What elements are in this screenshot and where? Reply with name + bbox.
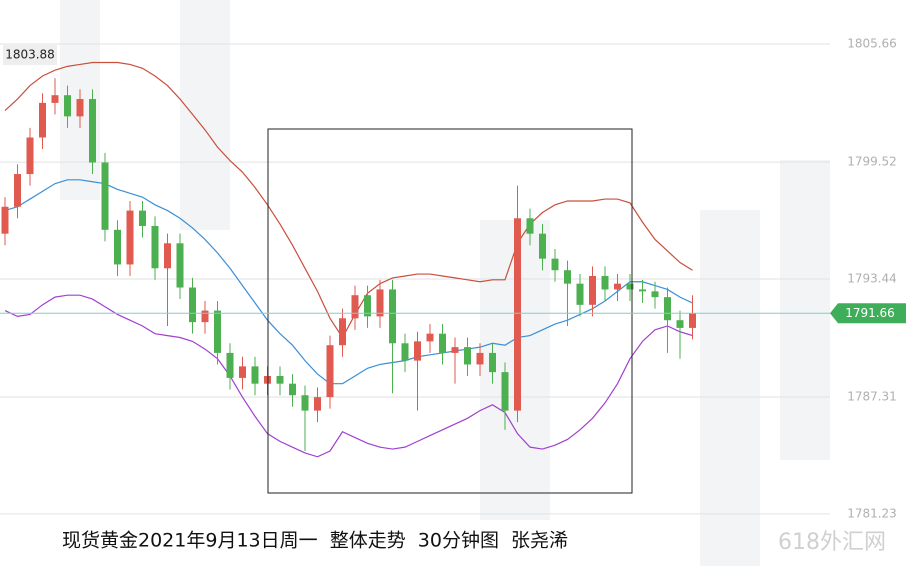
candle-body [201, 310, 209, 323]
y-tick-label: 1805.66 [847, 37, 897, 51]
last-price: 1791.66 [0, 303, 906, 324]
candle-body [489, 352, 496, 373]
candle-body [176, 243, 184, 288]
band-line [4, 294, 693, 458]
candle-body [551, 258, 559, 271]
grid: 1781.23 1787.31 1793.44 1799.52 1805.66 [0, 37, 897, 520]
y-tick-label: 1787.31 [847, 389, 897, 403]
candle-body [676, 320, 684, 328]
candle-body [126, 210, 134, 265]
candle-body [439, 333, 446, 353]
candle-body [476, 352, 484, 365]
candle-body [539, 233, 546, 259]
y-tick-label: 1781.23 [847, 506, 897, 520]
candle-body [151, 225, 159, 269]
candle-body [564, 270, 571, 284]
candle-body [39, 102, 46, 138]
candle-body [589, 275, 596, 305]
candle-body [601, 275, 609, 290]
high-label-text: 1803.88 [5, 48, 55, 62]
candle-body [651, 291, 659, 298]
candle-body [351, 295, 359, 319]
candle-body [376, 289, 384, 317]
candle-body [451, 347, 459, 353]
high-label: 1803.88 [3, 45, 57, 65]
candle-body [664, 297, 671, 321]
candle-body [576, 283, 584, 305]
candle-body [414, 341, 421, 361]
candle-body [239, 366, 246, 378]
candle-body [51, 95, 59, 103]
candle-body [364, 295, 371, 317]
candle-body [26, 137, 34, 175]
highlight-box [267, 128, 633, 494]
candle-body [639, 289, 646, 292]
caption: 现货黄金2021年9月13日周一 整体走势 30分钟图 张尧浠 [62, 530, 568, 552]
bands [4, 61, 693, 458]
candle-body [226, 352, 234, 378]
candle-body [189, 287, 196, 323]
candle-body [326, 345, 334, 398]
candle-body [464, 347, 471, 365]
candle-body [76, 99, 84, 117]
candle-body [514, 218, 521, 411]
candle-body [389, 289, 396, 344]
candle-body [339, 318, 346, 346]
candle-body [14, 174, 21, 207]
candle-body [89, 99, 96, 163]
last-price-tag [830, 303, 906, 324]
band-line [4, 179, 693, 385]
candle-body [401, 343, 409, 361]
candle-body [426, 333, 434, 342]
y-tick-label: 1793.44 [847, 272, 897, 286]
candle-body [101, 162, 109, 230]
last-price-text: 1791.66 [845, 306, 895, 320]
candle-body [526, 218, 534, 234]
candles [1, 78, 696, 451]
candle-body [1, 206, 9, 234]
candle-body [301, 395, 309, 411]
candle-body [276, 375, 284, 384]
candle-body [289, 383, 296, 396]
candle-body [614, 283, 621, 290]
candle-body [214, 310, 221, 353]
candle-body [689, 313, 696, 328]
candle-body [64, 95, 71, 117]
y-tick-label: 1799.52 [847, 155, 897, 169]
high-label-box [3, 45, 57, 65]
band-line [4, 61, 693, 339]
watermark: 618外汇网 [778, 530, 886, 555]
candle-body [626, 283, 634, 290]
candle-body [139, 210, 146, 226]
candle-body [251, 366, 259, 384]
candle-body [501, 372, 509, 411]
candle-body [164, 243, 171, 269]
candle-body [314, 397, 321, 411]
candle-body [114, 229, 121, 265]
